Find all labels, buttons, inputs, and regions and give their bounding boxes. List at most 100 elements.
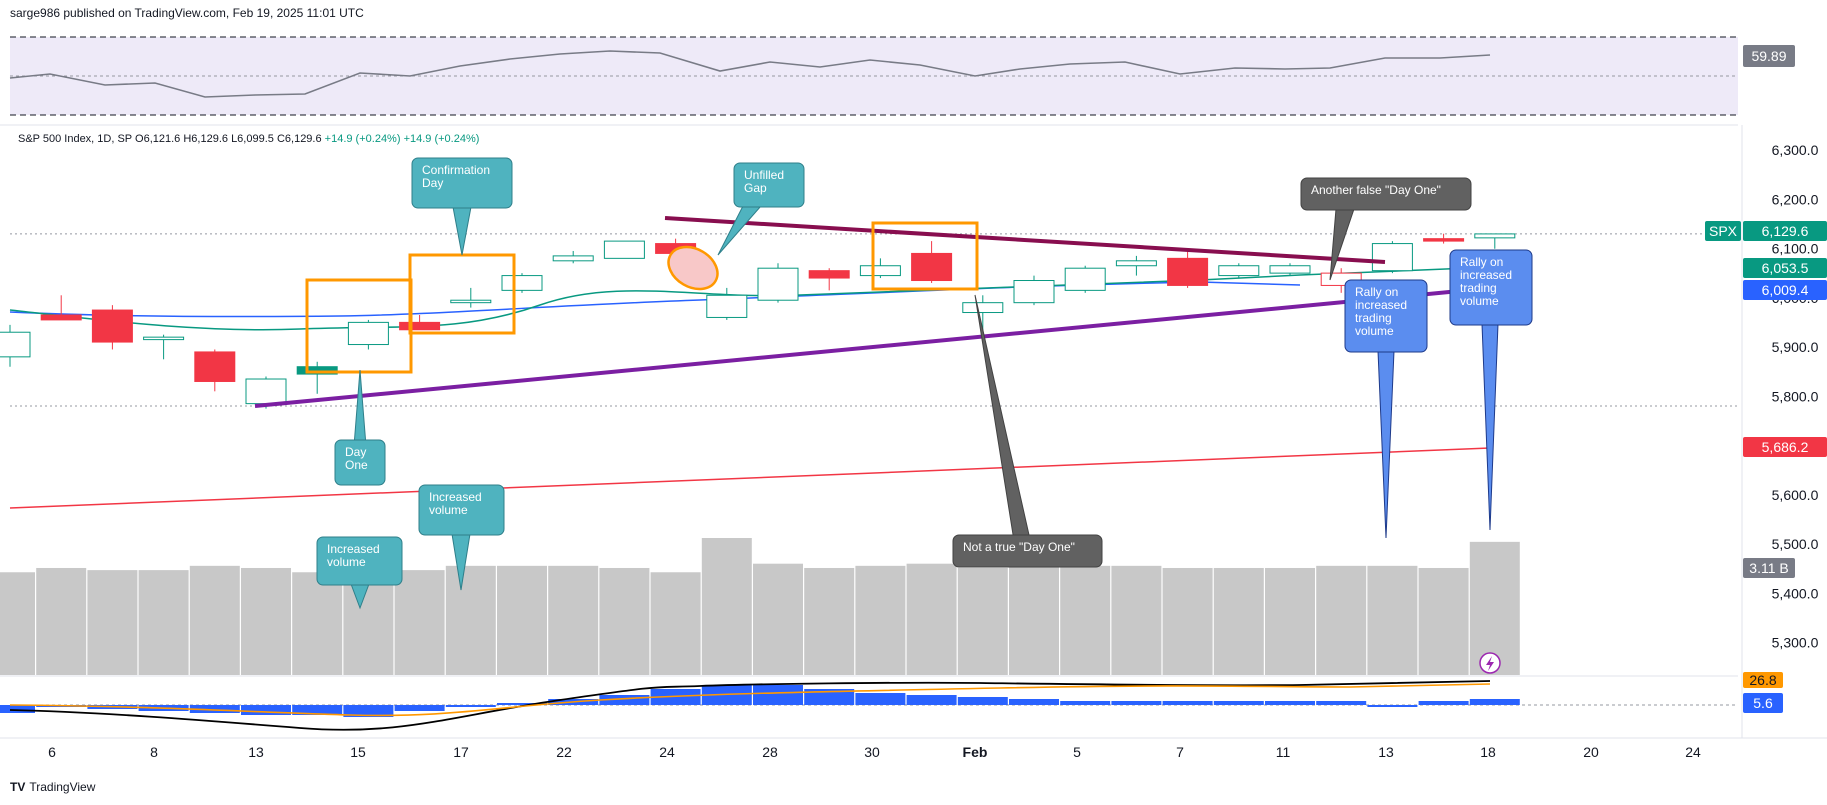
candle-body xyxy=(962,302,1004,314)
ma20-price-tag-text: 6,053.5 xyxy=(1762,260,1809,276)
macd-hist-bar xyxy=(241,705,291,715)
volume-bar xyxy=(1367,565,1418,675)
legend-low: L6,099.5 xyxy=(231,133,274,145)
legend-close: C6,129.6 xyxy=(276,133,322,145)
volume-bar xyxy=(241,567,291,675)
volume-value-tag xyxy=(1743,558,1795,578)
macd-signal-text: 26.8 xyxy=(1749,672,1776,688)
candle-body xyxy=(347,321,389,346)
time-tick-label: 17 xyxy=(453,744,469,760)
macd-hist-bar xyxy=(1265,701,1315,705)
volume-bar xyxy=(855,565,906,675)
time-tick-label: 15 xyxy=(350,744,366,760)
ma50-price-tag-text: 6,009.4 xyxy=(1762,282,1809,298)
volume-bar xyxy=(138,570,189,675)
candle-body xyxy=(501,275,543,291)
volume-bar xyxy=(1316,565,1367,675)
volume-bar xyxy=(394,570,445,675)
rsi-line xyxy=(9,50,1491,98)
confirmation-day-box xyxy=(408,253,516,335)
legend-change-2: +14.9 (+0.24%) xyxy=(403,133,480,145)
confirmation-day-callout-box xyxy=(411,157,513,209)
time-tick-label: 13 xyxy=(1378,744,1394,760)
not-true-callout-box xyxy=(952,534,1103,568)
time-tick-label: 11 xyxy=(1276,744,1291,760)
time-tick-label: 7 xyxy=(1176,744,1184,760)
candle-body xyxy=(911,252,953,282)
support-trendline xyxy=(254,288,1471,408)
late-jan-box xyxy=(871,221,979,291)
volume-bar xyxy=(599,567,650,675)
ma20-price-tag-bg xyxy=(1743,258,1827,278)
candle-body xyxy=(399,321,441,331)
last-price-tag-bg xyxy=(1743,221,1827,241)
unfilled-gap-callout-pointer xyxy=(717,205,763,256)
candle-body xyxy=(1218,265,1260,277)
volume-bar xyxy=(497,565,547,675)
macd-hist-bar xyxy=(1316,701,1367,705)
another-false-callout: Another false "Day One" xyxy=(1300,177,1472,281)
volume-bar xyxy=(1162,567,1213,675)
macd-signal-line xyxy=(9,683,1491,717)
volume-bar xyxy=(1265,567,1315,675)
volume-bar xyxy=(343,570,394,675)
volume-bar xyxy=(445,565,496,675)
time-tick-label: 22 xyxy=(556,744,572,760)
increased-volume-callout-1: Increased volume xyxy=(316,536,403,610)
macd-hist-bar xyxy=(1060,701,1111,705)
volume-bar xyxy=(1469,541,1520,675)
macd-hist-bar xyxy=(445,705,496,707)
macd-hist-bar xyxy=(753,685,803,705)
rally-callout-2-text: Rally on increased trading volume xyxy=(1460,255,1512,308)
candle-body xyxy=(757,267,799,301)
rally-callout-2-pointer xyxy=(1481,323,1499,531)
confirmation-day-callout-text: Confirmation Day xyxy=(422,163,490,190)
time-tick-label: 18 xyxy=(1480,744,1496,760)
legend-high: H6,129.6 xyxy=(183,133,228,145)
unfilled-gap-callout-box xyxy=(733,162,805,208)
volume-value-text: 3.11 B xyxy=(1749,560,1788,576)
time-tick-label: 6 xyxy=(48,744,56,760)
volume-bar xyxy=(1418,567,1469,675)
ma200-price-tag-bg xyxy=(1743,437,1827,457)
candle-body xyxy=(808,270,850,279)
macd-hist-bar xyxy=(394,705,445,711)
macd-hist-text: 5.6 xyxy=(1753,695,1773,711)
rally-callout-1: Rally on increased trading volume xyxy=(1344,279,1428,539)
macd-hist-bar xyxy=(599,695,650,705)
rally-callout-1-box xyxy=(1344,279,1428,353)
time-tick-label: 5 xyxy=(1073,744,1081,760)
candle-body xyxy=(1115,260,1157,267)
resistance-trendline xyxy=(664,216,1386,264)
macd-hist-tag xyxy=(1743,693,1783,713)
increased-volume-callout-2-text: Increased volume xyxy=(429,490,482,517)
volume-bar xyxy=(701,538,752,675)
candle-body xyxy=(1167,257,1209,286)
ma200-price-tag-text: 5,686.2 xyxy=(1762,439,1809,455)
lightning-icon-glyph xyxy=(1486,656,1494,671)
volume-bar xyxy=(189,565,240,675)
volume-bar xyxy=(292,572,343,675)
rally-callout-1-text: Rally on increased trading volume xyxy=(1355,285,1407,338)
macd-signal-tag xyxy=(1743,672,1783,688)
ma200-line xyxy=(9,447,1491,509)
gap-ellipse xyxy=(667,245,719,291)
volume-bar xyxy=(0,572,35,675)
macd-histogram xyxy=(0,685,1520,717)
increased-volume-callout-1-box xyxy=(316,536,403,586)
candle-body xyxy=(603,240,645,259)
price-tick-label: 5,800.0 xyxy=(1772,388,1819,404)
confirmation-day-callout: Confirmation Day xyxy=(411,157,513,256)
candles xyxy=(0,233,1516,409)
rally-callout-1-pointer xyxy=(1377,350,1395,539)
unfilled-gap-callout: Unfilled Gap xyxy=(717,162,805,256)
day-one-callout: Day One xyxy=(334,369,386,486)
price-tick-label: 6,100.0 xyxy=(1772,241,1819,257)
candle-body xyxy=(143,336,185,341)
volume-bar xyxy=(87,570,138,675)
unfilled-gap-callout-text: Unfilled Gap xyxy=(744,168,784,195)
legend-change-1: +14.9 (+0.24%) xyxy=(324,133,401,145)
macd-hist-bar xyxy=(343,705,394,717)
volume-bar xyxy=(1060,565,1111,675)
